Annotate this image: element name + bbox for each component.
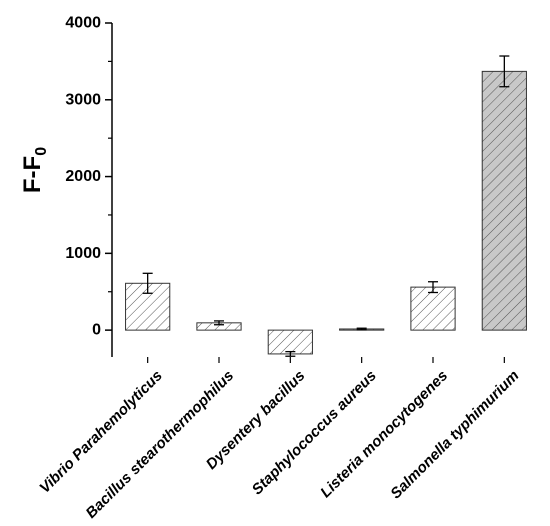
x-tick-label: Staphylococcus aureus — [249, 367, 380, 498]
y-axis-label-subscript: 0 — [33, 147, 50, 156]
y-tick-label: 0 — [92, 322, 101, 339]
y-tick-label: 2000 — [65, 168, 101, 185]
error-bars-layer — [142, 55, 510, 357]
axes-layer — [105, 22, 505, 363]
y-tick-label: 4000 — [65, 15, 101, 32]
bar — [267, 329, 313, 355]
bars-layer — [125, 70, 527, 355]
x-tick-label: Bacillus stearothermophilus — [83, 367, 238, 522]
x-tick-label: Salmonella typhimurium — [387, 367, 522, 502]
y-axis-label-main: F-F — [19, 156, 46, 193]
y-tick-label: 3000 — [65, 91, 101, 108]
y-axis-label: F-F0 — [19, 147, 50, 193]
x-tick-label: Vibrio Parahemolyticus — [36, 367, 166, 497]
x-tick-label: Listeria monocytogenes — [317, 367, 451, 501]
bar — [481, 70, 527, 331]
bar — [410, 286, 456, 331]
y-tick-label: 1000 — [65, 245, 101, 262]
